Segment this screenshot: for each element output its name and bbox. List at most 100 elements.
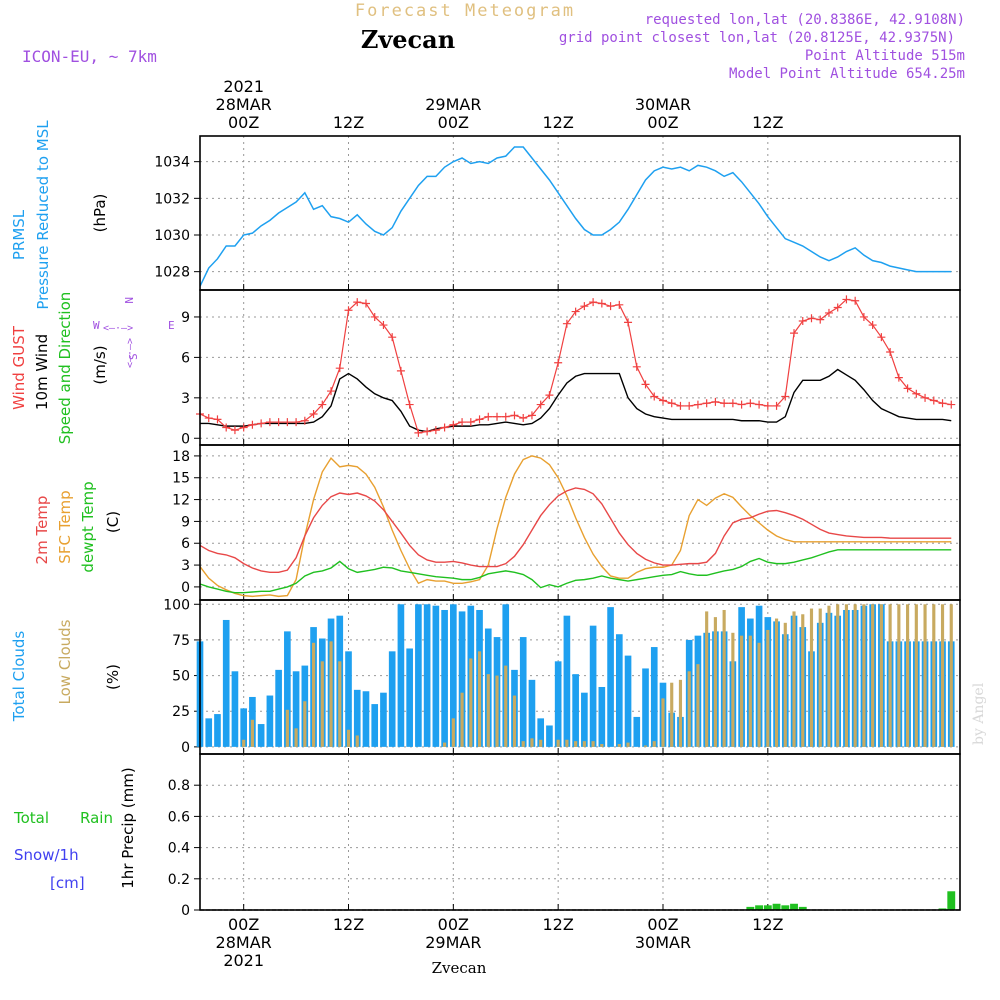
gust-point xyxy=(396,366,405,375)
gust-point xyxy=(597,299,606,308)
total-clouds-bar xyxy=(388,651,396,747)
total-clouds-bar xyxy=(546,725,553,747)
low-clouds-bar xyxy=(940,604,945,747)
gust-point xyxy=(344,306,353,315)
pressure-frame xyxy=(199,135,961,291)
total-clouds-bar xyxy=(537,718,545,747)
total-label: Total xyxy=(13,809,49,827)
snow-unit-label: [cm] xyxy=(50,874,85,892)
point-altitude: Point Altitude 515m xyxy=(805,48,965,64)
total-clouds-bar xyxy=(528,679,536,747)
low-clouds-bar xyxy=(303,701,307,747)
low-clouds-bar xyxy=(574,741,578,747)
gust-point xyxy=(327,387,336,396)
clouds-panel: 0 25 50 75 100 xyxy=(163,597,961,756)
low-clouds-bar xyxy=(879,604,883,747)
wind-speed-direction-label: Speed and Direction xyxy=(56,292,74,445)
total-clouds-bar xyxy=(371,704,379,747)
low-clouds-bar xyxy=(801,614,805,747)
total-clouds-bar xyxy=(257,724,265,747)
low-clouds-bar xyxy=(346,729,351,747)
panels: 1028 1030 1032 1034 0 3 6 9 0 3 6 9 12 15 18 0 25 50 75 100… xyxy=(154,135,961,919)
total-clouds-bar xyxy=(598,686,606,747)
y-tick-label: 0 xyxy=(181,740,190,756)
bottom-date-label: 30MAR xyxy=(635,933,691,952)
y-tick-label: 1030 xyxy=(154,228,190,244)
y-tick-label: 3 xyxy=(181,391,190,407)
temp-frame xyxy=(199,444,961,601)
gust-point xyxy=(458,418,467,427)
gust-point xyxy=(711,397,720,406)
gust-point xyxy=(239,423,248,432)
total-clouds-bar xyxy=(519,637,527,747)
wind-unit-label: (m/s) xyxy=(91,345,109,384)
y-tick-label: 0.4 xyxy=(168,841,190,857)
compass-east: E xyxy=(168,319,175,332)
total-clouds-bar xyxy=(222,619,230,747)
bottom-year-label: 2021 xyxy=(223,951,264,970)
total-clouds-bar xyxy=(380,692,387,747)
total-clouds-bar xyxy=(406,648,413,747)
wind-panel: 0 3 6 9 xyxy=(181,289,961,447)
top-hour-label: 00Z xyxy=(228,113,259,132)
t2m-label: 2m Temp xyxy=(33,496,51,565)
gust-point xyxy=(230,426,239,435)
low-clouds-bar xyxy=(888,604,892,747)
gust-point xyxy=(475,415,484,424)
low-clouds-bar xyxy=(477,651,482,747)
gust-point xyxy=(816,315,825,324)
total-clouds-bar xyxy=(589,625,597,747)
gust-point xyxy=(274,418,283,427)
gust-point xyxy=(501,412,510,421)
total-clouds-bar xyxy=(397,604,405,747)
gust-point xyxy=(676,401,685,410)
gust-point xyxy=(685,401,694,410)
pressure-unit-label: (hPa) xyxy=(91,194,109,233)
prmsl-label: PRMSL xyxy=(10,209,28,260)
low-clouds-bar xyxy=(242,739,246,747)
compass-north: N xyxy=(123,297,136,304)
total-clouds-bar xyxy=(615,634,623,747)
y-tick-label: 100 xyxy=(163,597,190,613)
low-clouds-bar xyxy=(932,604,936,747)
bottom-hour-label: 00Z xyxy=(647,915,678,934)
gust-point xyxy=(283,418,292,427)
low-clouds-bar xyxy=(486,674,490,747)
model-altitude: Model Point Altitude 654.25m xyxy=(729,66,965,82)
gust-point xyxy=(431,426,440,435)
low-clouds-bar xyxy=(923,604,927,747)
total-clouds-bar xyxy=(240,708,247,747)
rain-bar xyxy=(746,906,755,910)
gust-point xyxy=(222,423,231,432)
wind-10m-label: 10m Wind xyxy=(33,334,51,410)
total-clouds-bar xyxy=(624,655,632,747)
y-tick-label: 1028 xyxy=(154,265,190,281)
gust-point xyxy=(292,418,301,427)
gust-point xyxy=(466,418,475,427)
total-clouds-bar xyxy=(231,671,239,747)
low-clouds-bar xyxy=(809,608,814,747)
y-tick-label: 12 xyxy=(172,493,190,509)
y-tick-label: 15 xyxy=(172,471,190,487)
total-clouds-bar xyxy=(650,647,658,747)
low-clouds-bar xyxy=(774,618,779,747)
gust-point xyxy=(912,389,921,398)
rain-bar xyxy=(947,891,956,910)
low-clouds-bar xyxy=(705,611,709,747)
total-clouds-bar xyxy=(450,604,457,747)
gust-point xyxy=(851,296,860,305)
gust-point xyxy=(318,400,327,409)
wind10m-line xyxy=(200,368,952,433)
gust-point xyxy=(519,414,528,423)
gust-point xyxy=(728,399,737,408)
credit-watermark: by Angel xyxy=(971,682,987,745)
gust-point xyxy=(921,393,930,402)
gust-point xyxy=(632,362,641,371)
low-clouds-bar xyxy=(617,744,621,747)
low-clouds-bar xyxy=(783,622,787,747)
total-clouds-bar xyxy=(353,689,361,747)
gust-point xyxy=(859,312,868,321)
total-clouds-bar xyxy=(266,695,274,747)
total-clouds-bar xyxy=(275,669,282,747)
low-clouds-bar xyxy=(906,604,910,747)
